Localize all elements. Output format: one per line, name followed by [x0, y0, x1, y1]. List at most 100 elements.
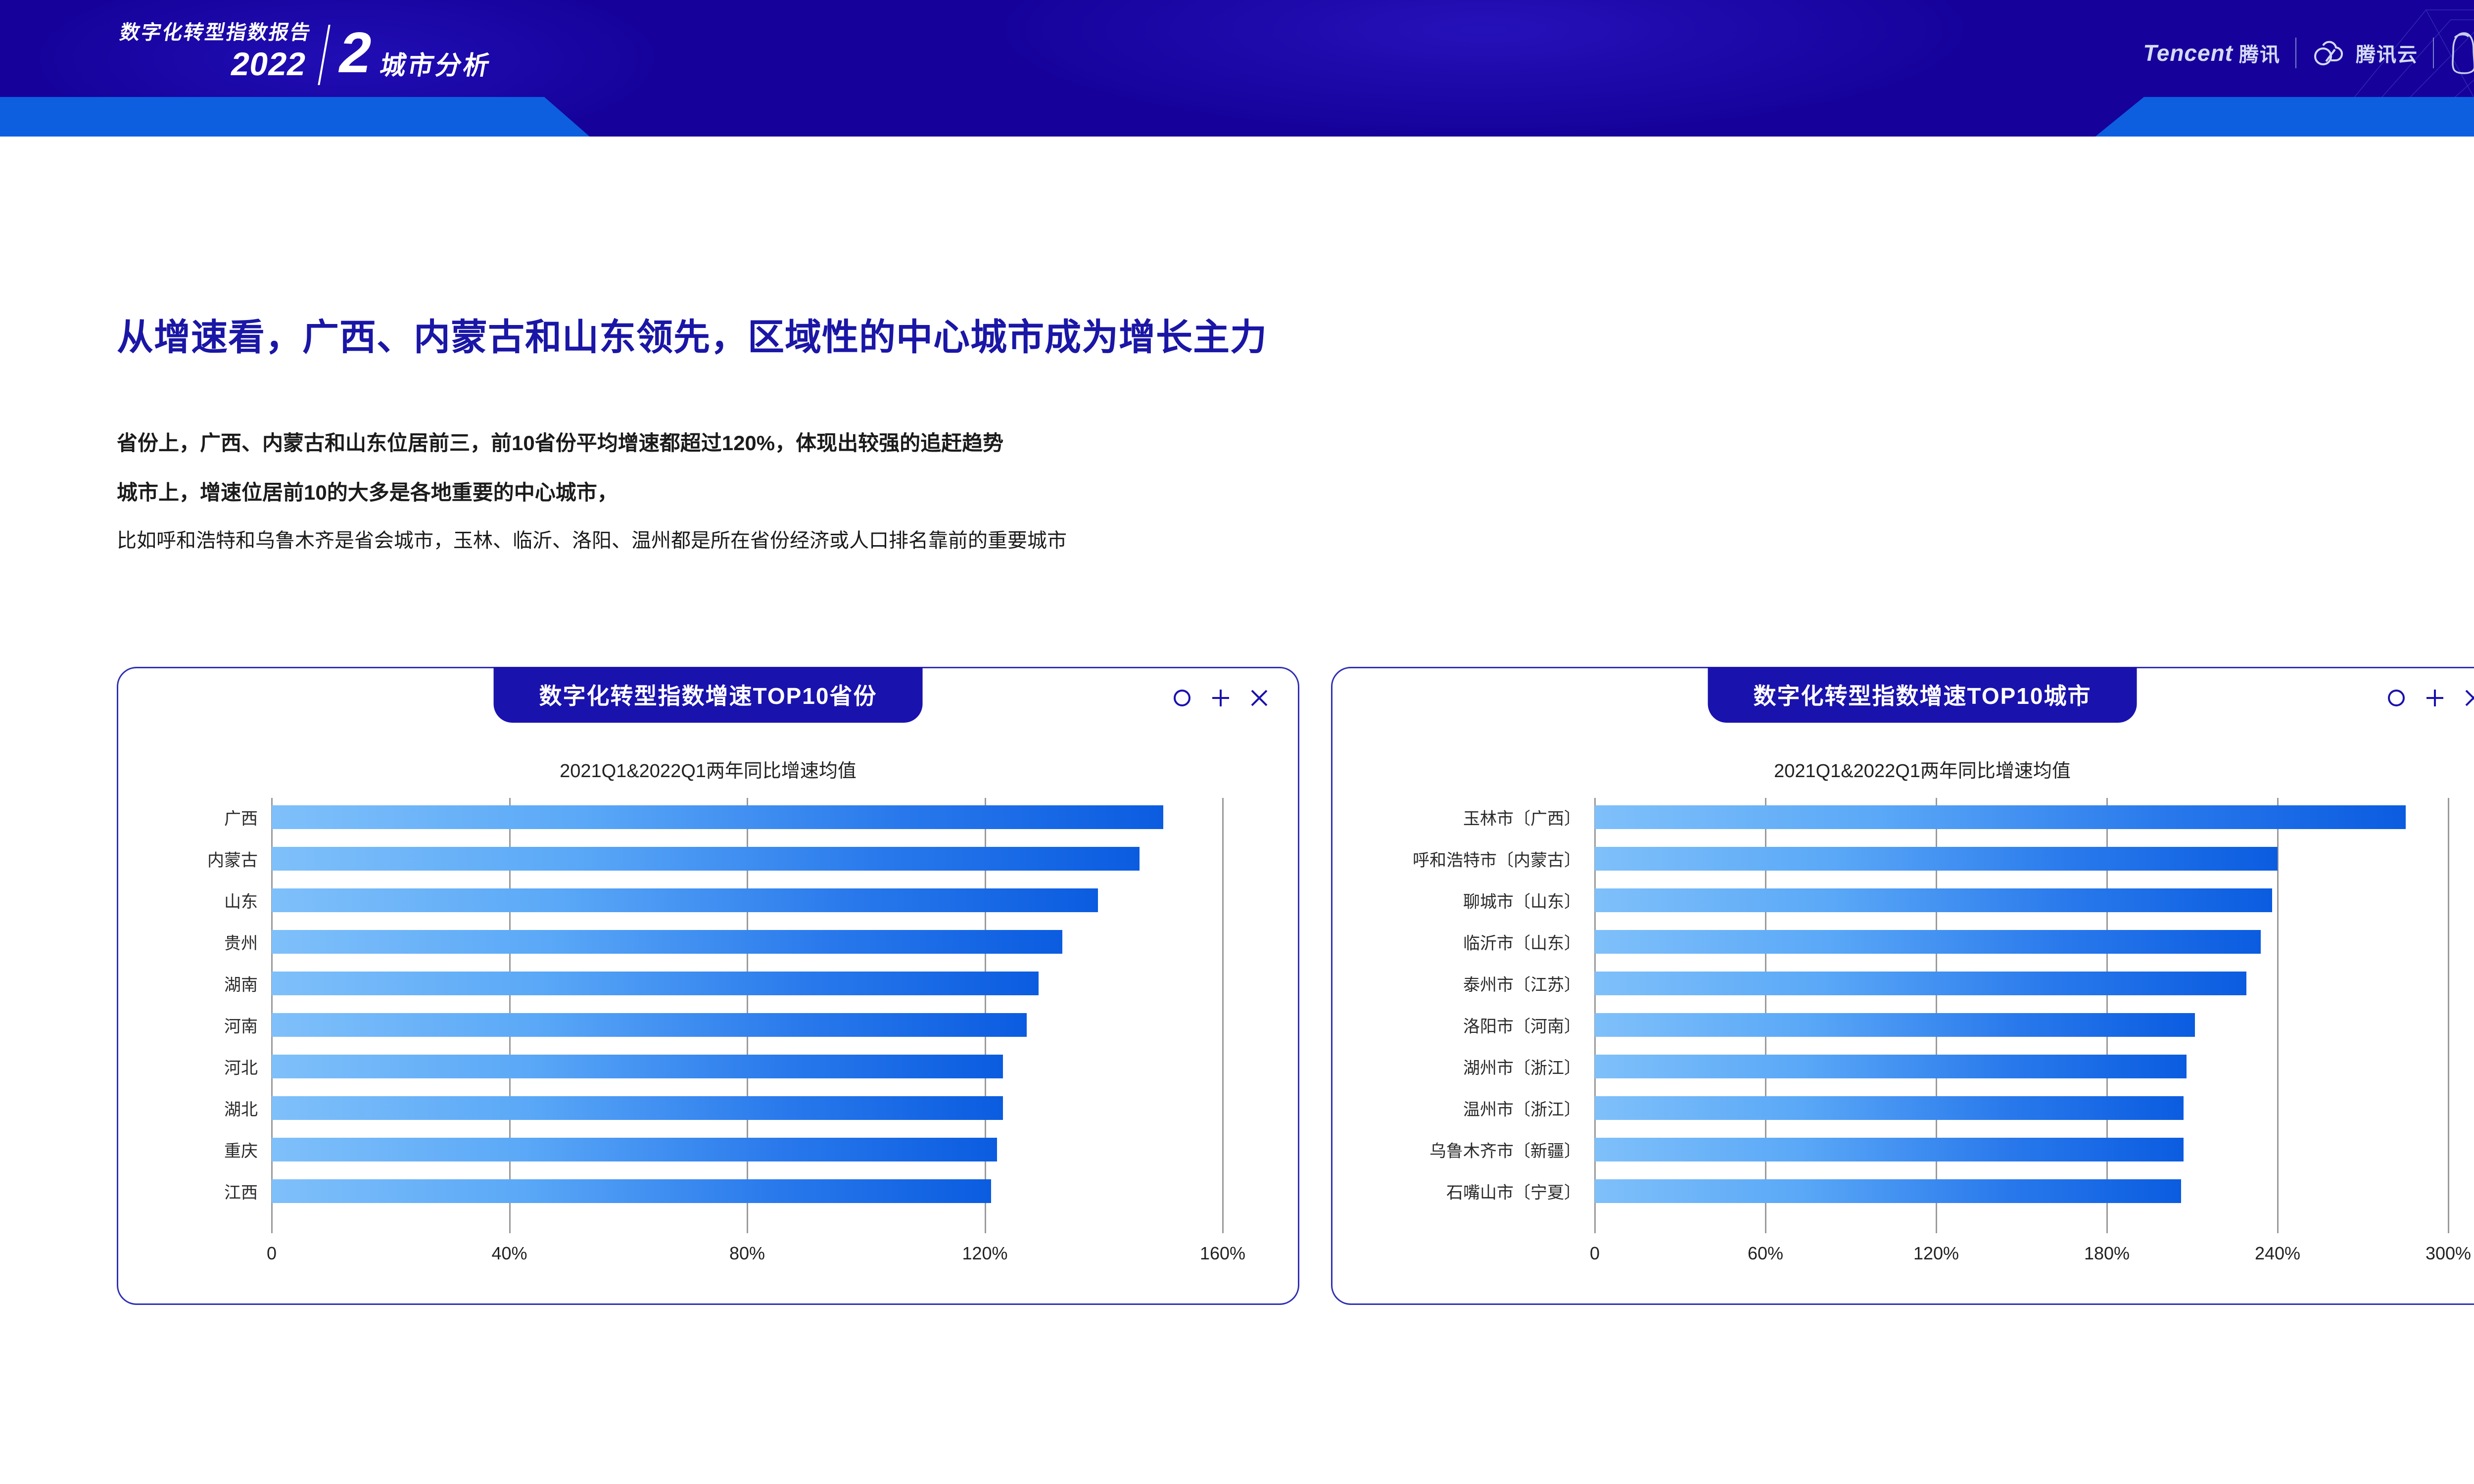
chart-bar	[1595, 1138, 2184, 1161]
chart-bar-row: 临沂市〔山东〕	[1332, 927, 2474, 957]
x-axis-tick-label: 120%	[1913, 1243, 1959, 1263]
close-icon[interactable]	[1249, 688, 1269, 708]
x-axis-tick-label: 300%	[2425, 1243, 2472, 1263]
chart-bar-row: 呼和浩特市〔内蒙古〕	[1332, 843, 2474, 874]
chapter-number: 2	[334, 20, 378, 85]
chart-bar	[1595, 1055, 2187, 1078]
chart-bar	[272, 1055, 1003, 1078]
bar-category-label: 泰州市〔江苏〕	[1463, 975, 1581, 995]
plus-icon[interactable]	[2425, 688, 2445, 708]
gridline	[2448, 798, 2449, 1233]
x-axis-tick-label: 80%	[729, 1243, 765, 1263]
chart-bar-row: 河南	[118, 1010, 1298, 1040]
page-headline: 从增速看，广西、内蒙古和山东领先，区域性的中心城市成为增长主力	[117, 317, 1267, 358]
x-axis-tick-labels: 0 60% 120% 180% 240% 300%	[1332, 1243, 2474, 1278]
tencent-cloud-wordmark: 腾讯云	[2356, 44, 2418, 66]
bar-category-label: 洛阳市〔河南〕	[1463, 1017, 1581, 1036]
x-axis-tick-label: 120%	[962, 1243, 1008, 1263]
chart-card-cities: 数字化转型指数增速TOP10城市 2021Q1&2022Q1两年同比增速均值 玉…	[1331, 667, 2474, 1305]
bar-category-label: 聊城市〔山东〕	[1463, 892, 1581, 912]
gridline	[2277, 798, 2279, 1233]
report-brand: 数字化转型指数报告 2022 2 城市分析	[117, 20, 494, 85]
bar-category-label: 江西	[224, 1183, 258, 1203]
tencent-wordmark-en: Tencent	[2143, 40, 2233, 66]
bar-category-label: 湖南	[224, 975, 258, 995]
chart-subtitle-provinces: 2021Q1&2022Q1两年同比增速均值	[560, 761, 856, 782]
cloud-icon	[2314, 41, 2343, 65]
chart-bar	[272, 1013, 1027, 1037]
bar-category-label: 贵州	[224, 934, 258, 953]
chart-bar	[1595, 805, 2406, 829]
x-axis-tick-labels: 0 40% 80% 120% 160%	[118, 1243, 1298, 1278]
chart-bar	[272, 1138, 997, 1161]
logo-divider-2	[2433, 37, 2434, 68]
chart-bar-row: 乌鲁木齐市〔新疆〕	[1332, 1134, 2474, 1165]
chart-bar-row: 内蒙古	[118, 843, 1298, 874]
bar-category-label: 湖州市〔浙江〕	[1463, 1059, 1581, 1078]
chart-bar	[272, 805, 1163, 829]
tencent-logo: Tencent 腾讯	[2143, 39, 2281, 67]
chart-bar	[272, 1096, 1003, 1120]
chart-bar-row: 贵州	[118, 927, 1298, 957]
circle-icon[interactable]	[1172, 688, 1192, 708]
tencent-cloud-logo: 腾讯云	[2311, 38, 2418, 68]
bar-category-label: 温州市〔浙江〕	[1463, 1100, 1581, 1119]
bar-category-label: 广西	[224, 809, 258, 829]
chart-bar	[272, 847, 1140, 871]
window-controls-provinces[interactable]	[1172, 688, 1269, 708]
x-axis-tick-label: 40%	[491, 1243, 527, 1263]
bar-category-label: 石嘴山市〔宁夏〕	[1446, 1183, 1581, 1203]
chart-bar-row: 江西	[118, 1176, 1298, 1206]
bar-category-label: 山东	[224, 892, 258, 912]
tencent-wordmark-cn: 腾讯	[2239, 44, 2281, 66]
bar-category-label: 临沂市〔山东〕	[1463, 934, 1581, 953]
chart-bar-row: 泰州市〔江苏〕	[1332, 968, 2474, 999]
chart-bar-row: 洛阳市〔河南〕	[1332, 1010, 2474, 1040]
chart-bar-row: 广西	[118, 802, 1298, 833]
chart-plot-cities: 玉林市〔广西〕 呼和浩特市〔内蒙古〕 聊城市〔山东〕 临沂市〔山东〕 泰州市〔江苏〕 洛阳…	[1332, 798, 2474, 1263]
body-paragraph-3: 比如呼和浩特和乌鲁木齐是省会城市，玉林、临沂、洛阳、温州都是所在省份经济或人口排…	[117, 530, 1067, 552]
chart-bar	[272, 1179, 991, 1203]
report-title: 数字化转型指数报告	[118, 22, 314, 44]
chart-bar-row: 聊城市〔山东〕	[1332, 885, 2474, 916]
bar-category-label: 乌鲁木齐市〔新疆〕	[1429, 1142, 1581, 1161]
chart-bar	[1595, 847, 2278, 871]
chart-bar-row: 石嘴山市〔宁夏〕	[1332, 1176, 2474, 1206]
chart-bar-row: 重庆	[118, 1134, 1298, 1165]
bar-category-label: 河北	[224, 1059, 258, 1078]
brand-divider	[318, 25, 331, 85]
bar-category-label: 内蒙古	[207, 851, 258, 870]
chart-bar-row: 山东	[118, 885, 1298, 916]
header-ribbon-left	[0, 97, 599, 137]
x-axis-tick-label: 60%	[1747, 1243, 1784, 1263]
body-paragraph-2: 城市上，增速位居前10的大多是各地重要的中心城市，	[117, 481, 618, 504]
gridline	[1222, 798, 1224, 1233]
chart-title-provinces: 数字化转型指数增速TOP10省份	[493, 667, 923, 723]
body-paragraph-1: 省份上，广西、内蒙古和山东位居前三，前10省份平均增速都超过120%，体现出较强…	[117, 431, 1004, 455]
logo-divider-1	[2295, 37, 2296, 68]
chart-subtitle-cities: 2021Q1&2022Q1两年同比增速均值	[1774, 761, 2071, 782]
chart-title-cities: 数字化转型指数增速TOP10城市	[1708, 667, 2137, 723]
bar-category-label: 湖北	[224, 1100, 258, 1119]
plus-icon[interactable]	[1211, 688, 1231, 708]
chart-bar-row: 河北	[118, 1051, 1298, 1082]
circle-icon[interactable]	[2386, 688, 2406, 708]
chapter-name: 城市分析	[378, 51, 494, 80]
chart-bar	[1595, 1179, 2181, 1203]
chart-bar-row: 湖北	[118, 1093, 1298, 1123]
chart-bar-row: 湖南	[118, 968, 1298, 999]
chart-bar	[272, 930, 1062, 954]
close-icon[interactable]	[2464, 688, 2474, 708]
chart-bar	[272, 972, 1039, 995]
chart-bar-row: 湖州市〔浙江〕	[1332, 1051, 2474, 1082]
chart-bar	[1595, 930, 2261, 954]
chart-bar	[1595, 888, 2272, 912]
window-controls-cities[interactable]	[2386, 688, 2474, 708]
x-axis-tick-label: 0	[266, 1243, 277, 1263]
x-axis-tick-label: 0	[1589, 1243, 1600, 1263]
x-axis-tick-label: 240%	[2254, 1243, 2301, 1263]
chart-bar	[1595, 1096, 2184, 1120]
bar-category-label: 呼和浩特市〔内蒙古〕	[1413, 851, 1581, 870]
tencent-research-institute-logo: 腾讯研究院 Tencent Research Institute	[2449, 31, 2474, 75]
bar-category-label: 河南	[224, 1017, 258, 1036]
